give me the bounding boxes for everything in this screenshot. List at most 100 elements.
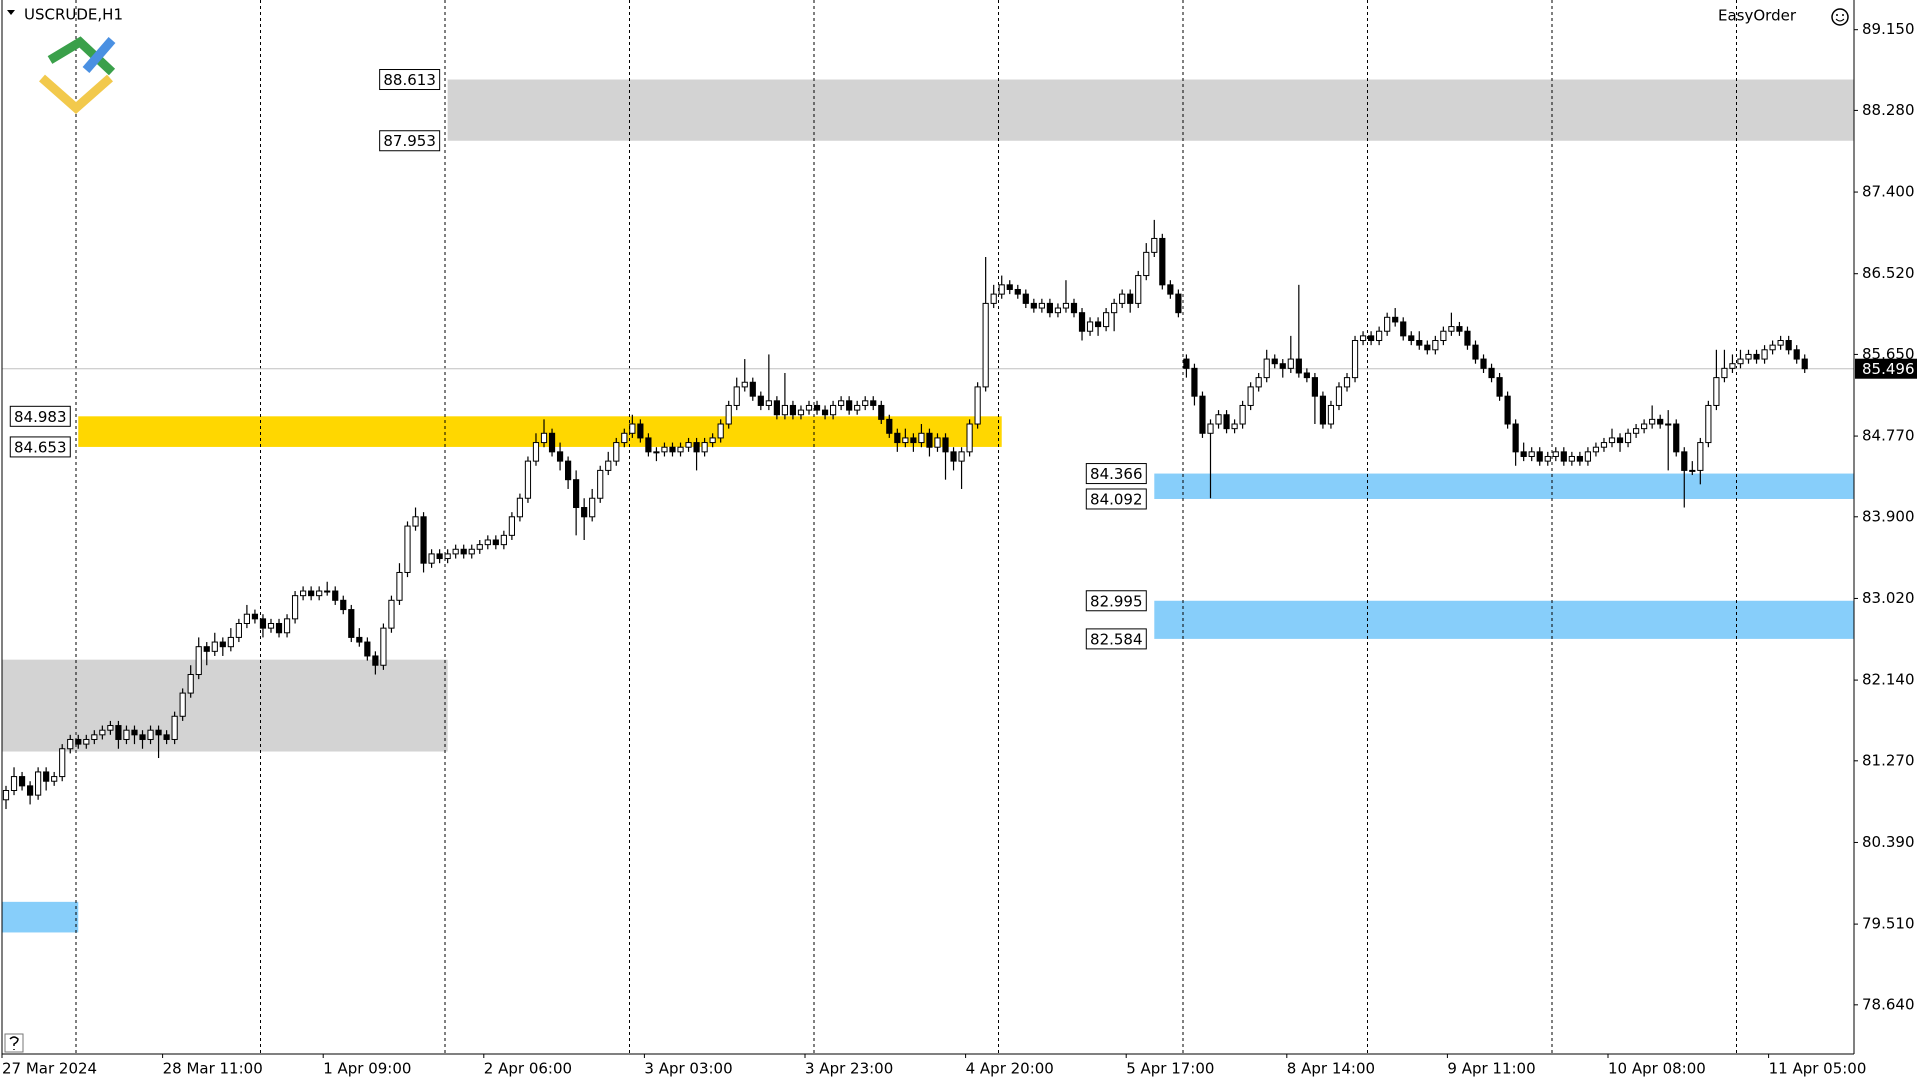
zone bbox=[78, 416, 1002, 447]
candle-body bbox=[1030, 302, 1037, 309]
level-label-box bbox=[9, 436, 71, 458]
smiley-eye bbox=[1836, 14, 1838, 16]
logo-chevron bbox=[39, 74, 113, 115]
candle-body bbox=[1753, 353, 1760, 360]
candle-body bbox=[219, 641, 226, 648]
candle-body bbox=[677, 446, 684, 453]
candle-body bbox=[404, 525, 411, 573]
zone bbox=[2, 659, 448, 752]
candle-body bbox=[163, 734, 170, 740]
candle-body bbox=[179, 692, 186, 717]
candle-body bbox=[540, 432, 548, 444]
candle-body bbox=[1552, 451, 1559, 457]
candle-body bbox=[1119, 293, 1126, 304]
candle-body bbox=[1054, 307, 1062, 314]
chart-title: USCRUDE,H1 bbox=[24, 6, 123, 24]
panel-label[interactable]: EasyOrder bbox=[1718, 7, 1797, 25]
candle-body bbox=[637, 423, 644, 439]
candle-body bbox=[1167, 284, 1174, 295]
zone bbox=[2, 901, 79, 933]
candle-body bbox=[797, 409, 805, 416]
candle-body bbox=[1223, 414, 1230, 430]
candle-body bbox=[1183, 358, 1190, 369]
candle-body bbox=[556, 451, 564, 462]
x-tick-label: 5 Apr 17:00 bbox=[1126, 1060, 1214, 1078]
candle-body bbox=[1263, 358, 1270, 379]
candle-body bbox=[43, 771, 50, 782]
candle-body bbox=[83, 738, 90, 745]
candle-body bbox=[781, 404, 789, 416]
candle-body bbox=[613, 442, 620, 462]
candle-body bbox=[1665, 423, 1672, 426]
candle-body bbox=[115, 725, 122, 740]
candle-body bbox=[821, 409, 829, 416]
last-price-box bbox=[1855, 358, 1917, 379]
candle-body bbox=[291, 595, 299, 620]
candle-body bbox=[412, 516, 419, 527]
candle-body bbox=[1560, 451, 1567, 462]
candle-body bbox=[1376, 330, 1383, 342]
candle-body bbox=[1713, 377, 1720, 406]
candle-body bbox=[388, 599, 395, 629]
candle-body bbox=[1175, 293, 1182, 314]
candle-body bbox=[1078, 312, 1086, 332]
x-tick-label: 4 Apr 20:00 bbox=[966, 1060, 1054, 1078]
candle-body bbox=[171, 715, 178, 740]
x-tick-label: 27 Mar 2024 bbox=[2, 1060, 97, 1078]
candle-body bbox=[1392, 316, 1399, 323]
candle-body bbox=[1488, 367, 1495, 379]
level-label-box bbox=[1085, 463, 1147, 485]
candle-body bbox=[829, 404, 837, 416]
candle-body bbox=[1544, 455, 1551, 462]
y-tick-label: 89.150 bbox=[1862, 20, 1915, 38]
candle-body bbox=[348, 609, 355, 638]
candle-body bbox=[1600, 442, 1608, 448]
candle-body bbox=[1697, 442, 1704, 471]
logo bbox=[39, 36, 116, 115]
candle-body bbox=[765, 400, 772, 406]
menu-triangle[interactable] bbox=[7, 10, 15, 15]
candle-body bbox=[420, 516, 427, 564]
candle-body bbox=[235, 622, 242, 638]
candle-body bbox=[1359, 335, 1367, 342]
x-tick-label: 3 Apr 03:00 bbox=[644, 1060, 732, 1078]
candle-body bbox=[805, 404, 813, 411]
candle-body bbox=[693, 442, 700, 453]
help-button[interactable] bbox=[4, 1033, 24, 1053]
y-tick-label: 79.510 bbox=[1862, 915, 1915, 933]
level-label-box bbox=[9, 405, 71, 427]
candle-body bbox=[1062, 302, 1070, 309]
candle-body bbox=[468, 548, 475, 555]
candle-body bbox=[902, 437, 909, 444]
candle-body bbox=[1255, 377, 1262, 388]
x-tick-label: 28 Mar 11:00 bbox=[163, 1060, 263, 1078]
candle-body bbox=[1215, 414, 1222, 425]
candle-body bbox=[356, 636, 363, 643]
candle-body bbox=[1608, 437, 1616, 444]
candle-body bbox=[605, 460, 612, 471]
candle-body bbox=[1504, 395, 1511, 425]
candle-body bbox=[1351, 340, 1359, 379]
level-label-box bbox=[1085, 628, 1147, 650]
candle-body bbox=[862, 400, 869, 406]
smiley[interactable] bbox=[1831, 8, 1849, 26]
candle-body bbox=[966, 423, 973, 453]
candle-body bbox=[838, 400, 845, 406]
candle-body bbox=[1231, 423, 1238, 430]
candle-body bbox=[773, 400, 780, 416]
y-tick-label: 86.520 bbox=[1862, 264, 1915, 282]
last-price-label: 85.496 bbox=[1862, 360, 1915, 378]
candle-body bbox=[340, 599, 347, 611]
candle-body bbox=[1416, 340, 1423, 346]
candle-body bbox=[460, 548, 467, 555]
candle-body bbox=[1568, 455, 1575, 462]
candle-body bbox=[725, 404, 732, 425]
candle-body bbox=[934, 437, 941, 448]
candle-body bbox=[195, 646, 202, 676]
candle-body bbox=[629, 423, 636, 434]
x-tick-label: 11 Apr 05:00 bbox=[1769, 1060, 1867, 1078]
candle-body bbox=[1673, 423, 1680, 453]
x-tick-label: 10 Apr 08:00 bbox=[1608, 1060, 1706, 1078]
